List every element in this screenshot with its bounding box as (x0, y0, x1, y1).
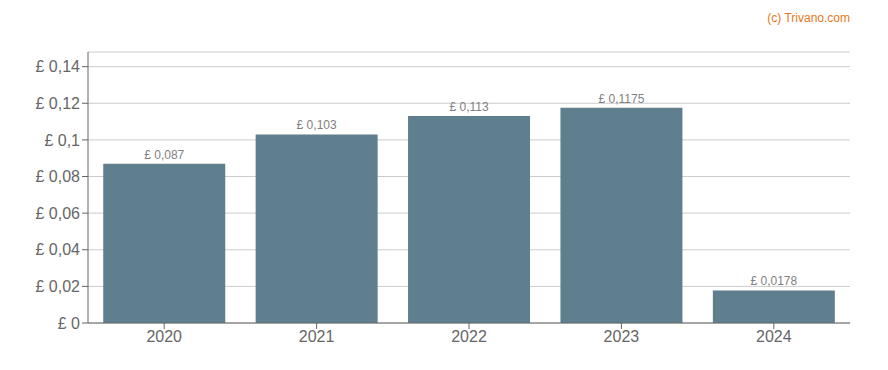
svg-text:£ 0,1175: £ 0,1175 (599, 92, 645, 106)
svg-text:£ 0,06: £ 0,06 (36, 205, 81, 222)
svg-text:£ 0,04: £ 0,04 (36, 241, 81, 258)
svg-text:2022: 2022 (451, 328, 487, 345)
svg-text:2024: 2024 (756, 328, 792, 345)
svg-text:£ 0,103: £ 0,103 (297, 118, 337, 132)
svg-text:2023: 2023 (604, 328, 640, 345)
svg-text:2021: 2021 (299, 328, 335, 345)
svg-text:£ 0,1: £ 0,1 (44, 132, 80, 149)
svg-text:£ 0,14: £ 0,14 (36, 58, 81, 75)
svg-text:£ 0,12: £ 0,12 (36, 95, 81, 112)
svg-text:£ 0: £ 0 (58, 315, 80, 332)
html-text:(c) Trivano.com: (c) Trivano.com (767, 11, 850, 25)
svg-text:£ 0,113: £ 0,113 (449, 100, 488, 114)
svg-text:£ 0,08: £ 0,08 (36, 168, 81, 185)
svg-text:£ 0,087: £ 0,087 (144, 148, 184, 162)
svg-text:£ 0,0178: £ 0,0178 (750, 274, 797, 288)
svg-text:£ 0,02: £ 0,02 (36, 278, 81, 295)
svg-text:2020: 2020 (146, 328, 182, 345)
